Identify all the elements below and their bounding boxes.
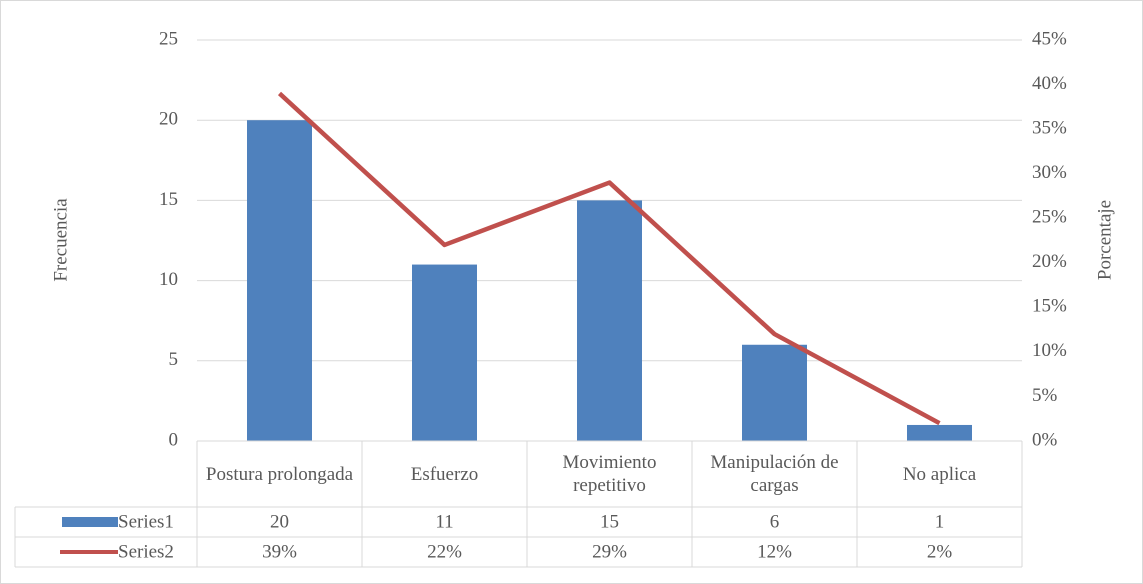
bar (742, 344, 807, 441)
bar (577, 200, 642, 441)
y-axis-title: Frecuencia (50, 198, 71, 282)
y2-tick-label: 35% (1032, 117, 1067, 138)
table-value: 11 (435, 511, 453, 532)
y2-tick-label: 15% (1032, 296, 1067, 317)
table-value: 22% (427, 541, 462, 562)
table-value: 1 (935, 511, 945, 532)
y2-tick-label: 5% (1032, 385, 1058, 406)
legend-key (62, 517, 118, 527)
y2-tick-label: 25% (1032, 207, 1067, 228)
y-tick-label: 5 (169, 349, 179, 370)
y2-tick-label: 0% (1032, 429, 1058, 450)
y-tick-label: 25 (159, 28, 178, 49)
table-value: 29% (592, 541, 627, 562)
table-value: 6 (770, 511, 780, 532)
y-tick-label: 10 (159, 269, 178, 290)
legend-label: Series1 (118, 511, 174, 532)
y2-tick-label: 40% (1032, 73, 1067, 94)
table-value: 2% (927, 541, 953, 562)
category-label: No aplica (902, 463, 977, 485)
y-tick-label: 15 (159, 189, 178, 210)
category-label: Esfuerzo (410, 463, 479, 485)
line (277, 91, 941, 426)
legend-label: Series2 (118, 541, 174, 562)
category-label-box: Manipulación de cargas (710, 452, 839, 496)
category-label: Movimiento repetitivo (562, 452, 657, 496)
category-label-box: No aplica (902, 463, 977, 485)
category-label: Manipulación de cargas (710, 452, 839, 496)
bar (247, 120, 312, 441)
table-value: 39% (262, 541, 297, 562)
y2-tick-label: 45% (1032, 28, 1067, 49)
y-tick-label: 0 (169, 429, 179, 450)
category-label-box: Postura prolongada (205, 463, 354, 485)
y2-tick-label: 30% (1032, 162, 1067, 183)
y2-axis-title: Porcentaje (1094, 200, 1115, 280)
table-value: 15 (600, 511, 619, 532)
bar (907, 424, 972, 441)
y-tick-label: 20 (159, 109, 178, 130)
category-label-box: Movimiento repetitivo (562, 452, 657, 496)
table-value: 12% (757, 541, 792, 562)
table-value: 20 (270, 511, 289, 532)
category-label: Postura prolongada (205, 463, 354, 485)
category-label-box: Esfuerzo (410, 463, 479, 485)
y2-tick-label: 10% (1032, 340, 1067, 361)
y2-tick-label: 20% (1032, 251, 1067, 272)
bar (412, 264, 477, 441)
